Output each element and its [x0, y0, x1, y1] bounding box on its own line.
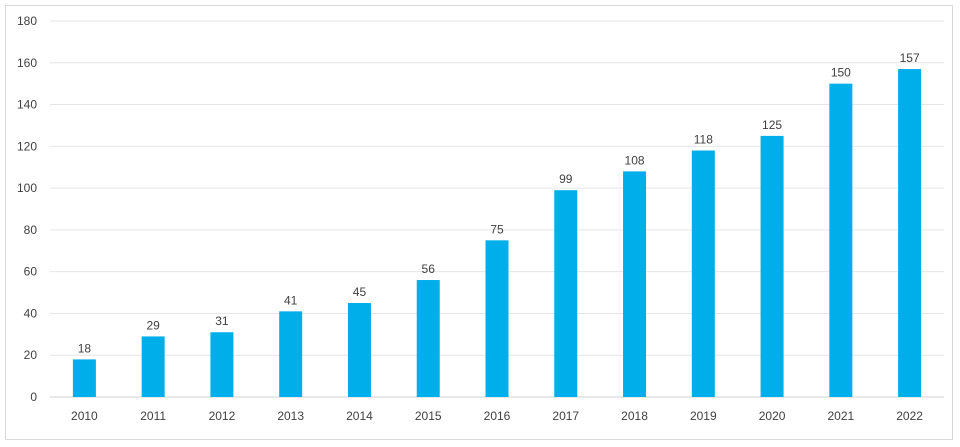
data-label-2010: 18 — [78, 341, 92, 355]
bar-2017 — [554, 190, 578, 397]
data-label-2021: 150 — [831, 66, 851, 80]
x-tick-label-2018: 2018 — [621, 409, 648, 423]
bar-2015 — [416, 280, 440, 397]
y-tick-label: 60 — [24, 265, 38, 279]
y-tick-label: 40 — [24, 306, 38, 320]
data-label-2019: 118 — [694, 133, 713, 147]
x-axis-ticks: 2010 2011 2012 2013 2014 2015 2016 2017 2018 2019… — [71, 409, 923, 423]
data-label-2011: 29 — [146, 318, 160, 332]
gridlines — [50, 20, 944, 398]
x-tick-label-2010: 2010 — [71, 409, 98, 423]
bar-2016 — [485, 240, 509, 397]
y-tick-label: 120 — [17, 139, 37, 153]
y-tick-label: 140 — [17, 98, 37, 112]
y-tick-label: 20 — [24, 348, 38, 362]
y-tick-label: 180 — [17, 14, 37, 28]
y-tick-label: 100 — [17, 181, 37, 195]
bar-2018 — [623, 171, 647, 397]
bars — [72, 69, 922, 398]
y-tick-label: 160 — [17, 56, 37, 70]
x-tick-label-2022: 2022 — [896, 409, 923, 423]
data-label-2022: 157 — [900, 51, 920, 65]
bar-2021 — [829, 83, 853, 398]
data-label-2016: 75 — [490, 222, 504, 236]
x-tick-label-2013: 2013 — [277, 409, 304, 423]
bar-2013 — [279, 311, 303, 397]
x-tick-label-2017: 2017 — [552, 409, 579, 423]
bar-2014 — [347, 303, 371, 397]
x-tick-label-2011: 2011 — [140, 409, 166, 423]
data-label-2018: 108 — [625, 153, 645, 167]
data-label-2013: 41 — [284, 293, 298, 307]
y-axis-ticks: 0 20 40 60 80 100 120 140 160 180 — [17, 14, 37, 404]
x-tick-label-2015: 2015 — [415, 409, 442, 423]
x-tick-label-2020: 2020 — [759, 409, 786, 423]
data-label-2020: 125 — [762, 118, 782, 132]
bar-2022 — [898, 69, 922, 398]
bar-2020 — [760, 135, 784, 397]
data-label-2014: 45 — [353, 285, 367, 299]
data-labels: 18 29 31 41 45 56 75 99 108 118 125 150 157 — [78, 51, 920, 355]
y-tick-label: 0 — [30, 390, 37, 404]
bar-2011 — [141, 336, 165, 397]
bar-2019 — [691, 150, 715, 397]
x-tick-label-2019: 2019 — [690, 409, 717, 423]
x-tick-label-2014: 2014 — [346, 409, 373, 423]
x-tick-label-2016: 2016 — [484, 409, 511, 423]
x-tick-label-2012: 2012 — [209, 409, 236, 423]
y-tick-label: 80 — [24, 223, 38, 237]
data-label-2015: 56 — [422, 262, 436, 276]
x-tick-label-2021: 2021 — [827, 409, 854, 423]
bar-2012 — [210, 332, 234, 397]
bar-2010 — [72, 359, 96, 397]
data-label-2017: 99 — [559, 172, 573, 186]
data-label-2012: 31 — [215, 314, 229, 328]
